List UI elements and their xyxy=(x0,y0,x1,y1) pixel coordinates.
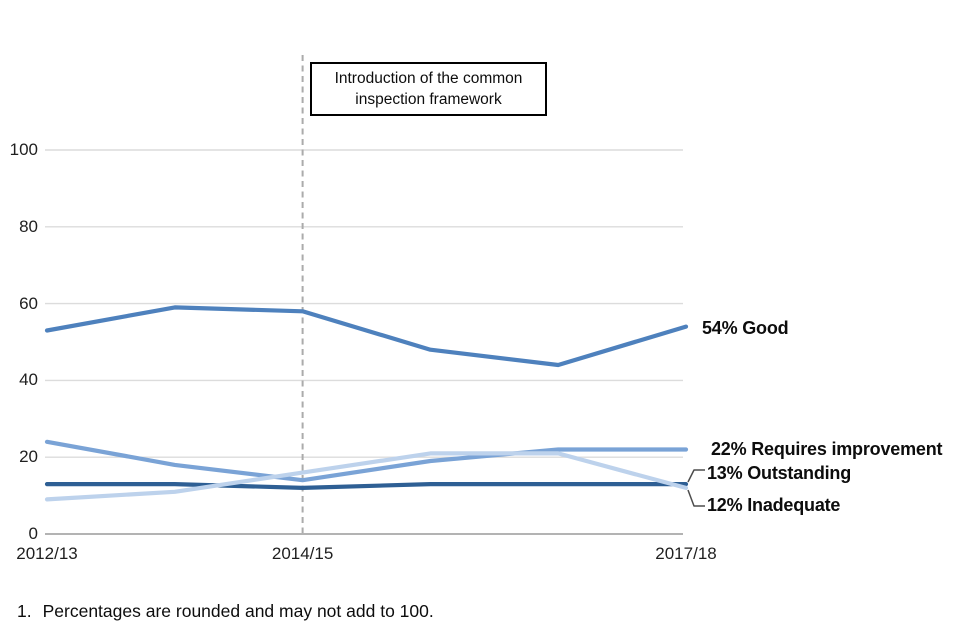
series-label-inadequate: 12% Inadequate xyxy=(707,495,841,515)
y-axis-tick-label: 100 xyxy=(9,140,38,159)
series-label-outstanding: 13% Outstanding xyxy=(707,463,852,483)
y-axis-tick-label: 40 xyxy=(19,370,38,390)
series-label-good: 54% Good xyxy=(702,318,789,338)
series-label-requires-improvement: 22% Requires improvement xyxy=(711,439,943,459)
y-axis-tick-label: 80 xyxy=(19,216,38,236)
y-axis-tick-label: 0 xyxy=(28,524,38,543)
x-axis-tick-label: 2017/18 xyxy=(655,544,717,563)
footnote-marker: 1. xyxy=(17,601,32,621)
y-axis-tick-label: 20 xyxy=(19,447,38,467)
x-axis-tick-label: 2012/13 xyxy=(16,544,78,563)
annotation-text-line1: Introduction of the common xyxy=(334,70,523,87)
footnote-text: Percentages are rounded and may not add … xyxy=(42,601,434,621)
y-axis-tick-label: 60 xyxy=(19,293,38,313)
footnote: 1. Percentages are rounded and may not ad… xyxy=(17,601,434,622)
x-axis-tick-label: 2014/15 xyxy=(271,544,334,563)
annotation-box: Introduction of the common inspection fr… xyxy=(310,62,547,116)
annotation-text-line2: inspection framework xyxy=(355,91,502,108)
